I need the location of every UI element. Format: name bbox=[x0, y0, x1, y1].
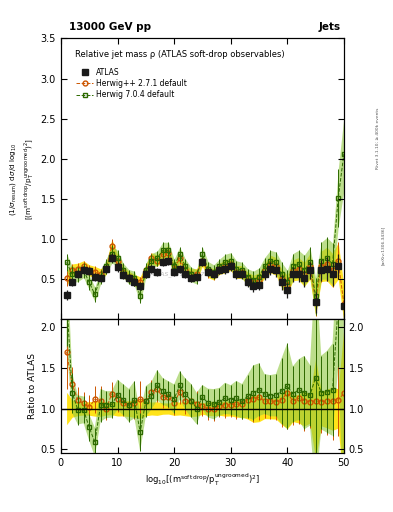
Y-axis label: Ratio to ATLAS: Ratio to ATLAS bbox=[28, 353, 37, 419]
Text: [arXiv:1306.3436]: [arXiv:1306.3436] bbox=[381, 226, 385, 265]
Legend: ATLAS, Herwig++ 2.7.1 default, Herwig 7.0.4 default: ATLAS, Herwig++ 2.7.1 default, Herwig 7.… bbox=[73, 65, 190, 102]
X-axis label: log$_{10}$[(m$^{\mathrm{soft\,drop}}$/p$_\mathrm{T}^{\mathrm{ungroomed}}$)$^2$]: log$_{10}$[(m$^{\mathrm{soft\,drop}}$/p$… bbox=[145, 472, 260, 488]
Text: ATLAS_2019_I1772062: ATLAS_2019_I1772062 bbox=[150, 271, 221, 277]
Text: Jets: Jets bbox=[319, 22, 341, 32]
Y-axis label: $(1/\sigma_\mathrm{resum})$ d$\sigma$/d log$_{10}$
[(m$^{\mathrm{soft\,drop}}$/p: $(1/\sigma_\mathrm{resum})$ d$\sigma$/d … bbox=[8, 138, 37, 220]
Text: Rivet 3.1.10; ≥ 400k events: Rivet 3.1.10; ≥ 400k events bbox=[376, 108, 380, 169]
Text: 13000 GeV pp: 13000 GeV pp bbox=[69, 22, 151, 32]
Text: Relative jet mass ρ (ATLAS soft-drop observables): Relative jet mass ρ (ATLAS soft-drop obs… bbox=[75, 50, 285, 59]
